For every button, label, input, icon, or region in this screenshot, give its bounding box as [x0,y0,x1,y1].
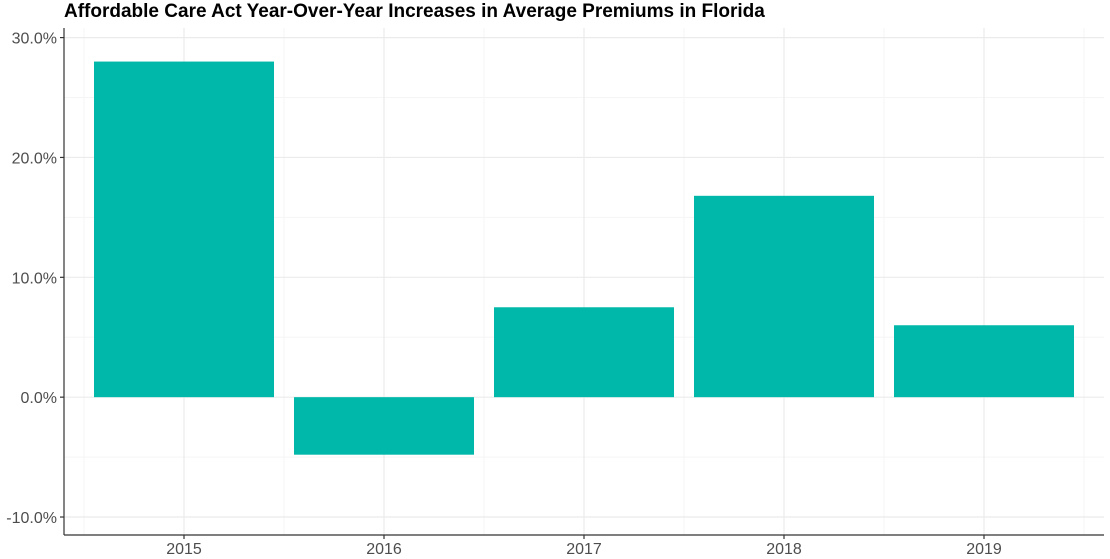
chart-title: Affordable Care Act Year-Over-Year Incre… [64,1,765,22]
y-tick-label: 30.0% [12,31,57,48]
bar-2019 [894,325,1074,398]
bar-2017 [494,307,674,398]
y-tick-label: 20.0% [12,150,57,167]
x-tick-label: 2017 [566,541,602,558]
x-tick-label: 2015 [166,541,202,558]
axes [60,28,1104,539]
bar-2018 [694,195,874,398]
y-tick-label: 10.0% [12,270,57,287]
bar-2015 [94,61,274,398]
bars [94,61,1074,455]
bar-2016 [294,397,474,455]
tick-labels: -10.0% 0.0% 10.0% 20.0% 30.0% 2015 2016 2017 201… [6,31,1002,558]
x-tick-label: 2018 [766,541,802,558]
y-tick-label: 0.0% [21,390,57,407]
x-tick-label: 2016 [366,541,402,558]
y-tick-label: -10.0% [6,510,57,527]
x-tick-label: 2019 [966,541,1002,558]
